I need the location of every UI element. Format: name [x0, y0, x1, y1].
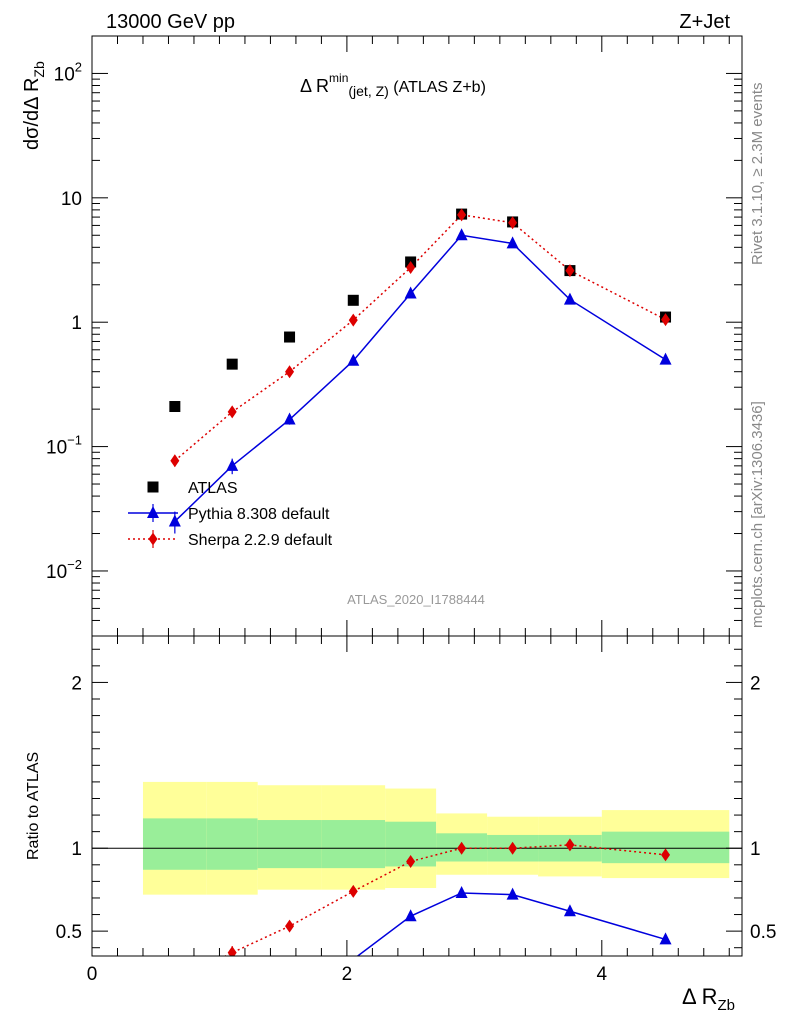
main-series-line [174, 214, 666, 462]
plot-title: Δ Rmin(jet, Z) (ATLAS Z+b) [300, 71, 486, 99]
ratio-data-point [285, 919, 295, 933]
legend-label: ATLAS [188, 480, 238, 497]
main-y-axis-label-main: dσ/dΔ R [21, 78, 43, 150]
main-y-axis-label-sub: Zb [31, 61, 47, 78]
x-tick-label: 4 [597, 964, 608, 985]
mcplots-reference-label: mcplots.cern.ch [arXiv:1306.3436] [749, 401, 766, 628]
main-y-tick-labels: 102 10 1 10−1 10−2 [46, 59, 82, 583]
main-data-point [284, 331, 296, 343]
main-data-point [457, 208, 467, 222]
x-tick-label: 0 [87, 964, 98, 985]
ratio-clipped-group [223, 838, 672, 956]
ratio-y-tick-label-right: 1 [750, 839, 761, 860]
main-data-point [226, 358, 238, 370]
main-axis-ticks [91, 35, 742, 637]
ratio-y-tick-label-right: 2 [750, 673, 761, 694]
header-process-label: Z+Jet [679, 11, 730, 33]
ratio-tick-labels: 0.5 0.5 1 1 2 2 0 2 4 [56, 673, 777, 985]
ratio-inner-band [321, 820, 386, 869]
plot-title-main: Δ R [300, 76, 329, 96]
ratio-axis-ticks [91, 636, 742, 956]
plot-title-sup: min [329, 71, 348, 85]
main-y-tick-label: 102 [54, 59, 82, 85]
ratio-panel: 0.5 0.5 1 1 2 2 0 2 4 Ratio to ATLAS Δ RZb [25, 635, 777, 1014]
main-data-point [285, 365, 295, 379]
ratio-data-point [404, 909, 417, 922]
legend-marker [147, 506, 159, 518]
main-y-axis-label: dσ/dΔ RZb [21, 61, 47, 150]
ratio-data-point [406, 854, 416, 868]
ratio-data-point [565, 838, 575, 852]
main-data-point [168, 514, 181, 527]
legend-label: Sherpa 2.2.9 default [188, 532, 333, 549]
main-data-point [348, 313, 358, 327]
ratio-y-tick-label-left: 0.5 [56, 922, 82, 943]
ratio-data-point [563, 904, 576, 917]
x-axis-label-sub: Zb [717, 997, 735, 1014]
main-y-tick-label: 10−2 [46, 557, 82, 583]
ratio-data-point [455, 885, 468, 898]
main-data-point [455, 228, 468, 241]
main-data-point [227, 405, 237, 419]
ratio-uncertainty-bands [142, 781, 730, 895]
plot-title-sub: (jet, Z) [348, 83, 388, 99]
main-series-layer [168, 208, 672, 534]
plot-title-tail: (ATLAS Z+b) [389, 79, 486, 96]
x-axis-label-main: Δ R [682, 984, 717, 1009]
legend-marker [147, 481, 159, 493]
ratio-data-point [348, 884, 358, 898]
x-tick-label: 2 [342, 964, 353, 985]
main-data-point [347, 353, 360, 366]
ratio-series-line [223, 844, 666, 956]
ratio-series-line [356, 892, 666, 956]
main-series-line [174, 234, 666, 523]
ratio-series-layer [223, 838, 672, 956]
main-panel: 102 10 1 10−1 10−2 Δ Rmin(jet, Z) (ATLAS Z+b… [21, 35, 743, 637]
main-data-point [406, 261, 416, 275]
main-data-point [661, 313, 671, 327]
rivet-version-label: Rivet 3.1.10, ≥ 2.3M events [749, 83, 766, 266]
ratio-data-point [227, 946, 237, 956]
main-data-point [170, 454, 180, 468]
ratio-data-point [457, 841, 467, 855]
main-data-point [659, 352, 672, 365]
header-energy-label: 13000 GeV pp [106, 11, 235, 33]
legend-marker [148, 532, 158, 546]
analysis-watermark: ATLAS_2020_I1788444 [347, 592, 485, 607]
main-data-point [404, 286, 417, 299]
legend-label: Pythia 8.308 default [188, 506, 330, 523]
ratio-y-axis-label: Ratio to ATLAS [25, 752, 42, 860]
ratio-y-tick-label-left: 2 [71, 673, 82, 694]
ratio-y-tick-label-right: 0.5 [750, 922, 776, 943]
main-y-tick-label: 1 [71, 313, 82, 334]
main-data-point [563, 292, 576, 305]
main-data-point [508, 216, 518, 230]
ratio-data-point [506, 887, 519, 900]
main-data-point [283, 412, 296, 425]
ratio-inner-band [206, 818, 258, 870]
main-data-point [506, 236, 519, 249]
main-data-point [347, 294, 359, 306]
main-y-tick-label: 10 [61, 189, 82, 210]
ratio-panel-frame [91, 635, 743, 957]
main-data-point [226, 458, 239, 471]
main-y-tick-label: 10−1 [46, 433, 82, 459]
legend: ATLAS Pythia 8.308 default Sherpa 2.2.9 de… [128, 480, 333, 549]
x-axis-label: Δ RZb [682, 984, 735, 1014]
ratio-inner-band [257, 820, 322, 869]
main-data-point [565, 264, 575, 278]
main-data-point [169, 401, 181, 413]
ratio-data-point [659, 932, 672, 945]
ratio-data-point [661, 848, 671, 862]
ratio-y-tick-label-left: 1 [71, 839, 82, 860]
ratio-data-point [508, 841, 518, 855]
ratio-inner-band [142, 818, 207, 870]
